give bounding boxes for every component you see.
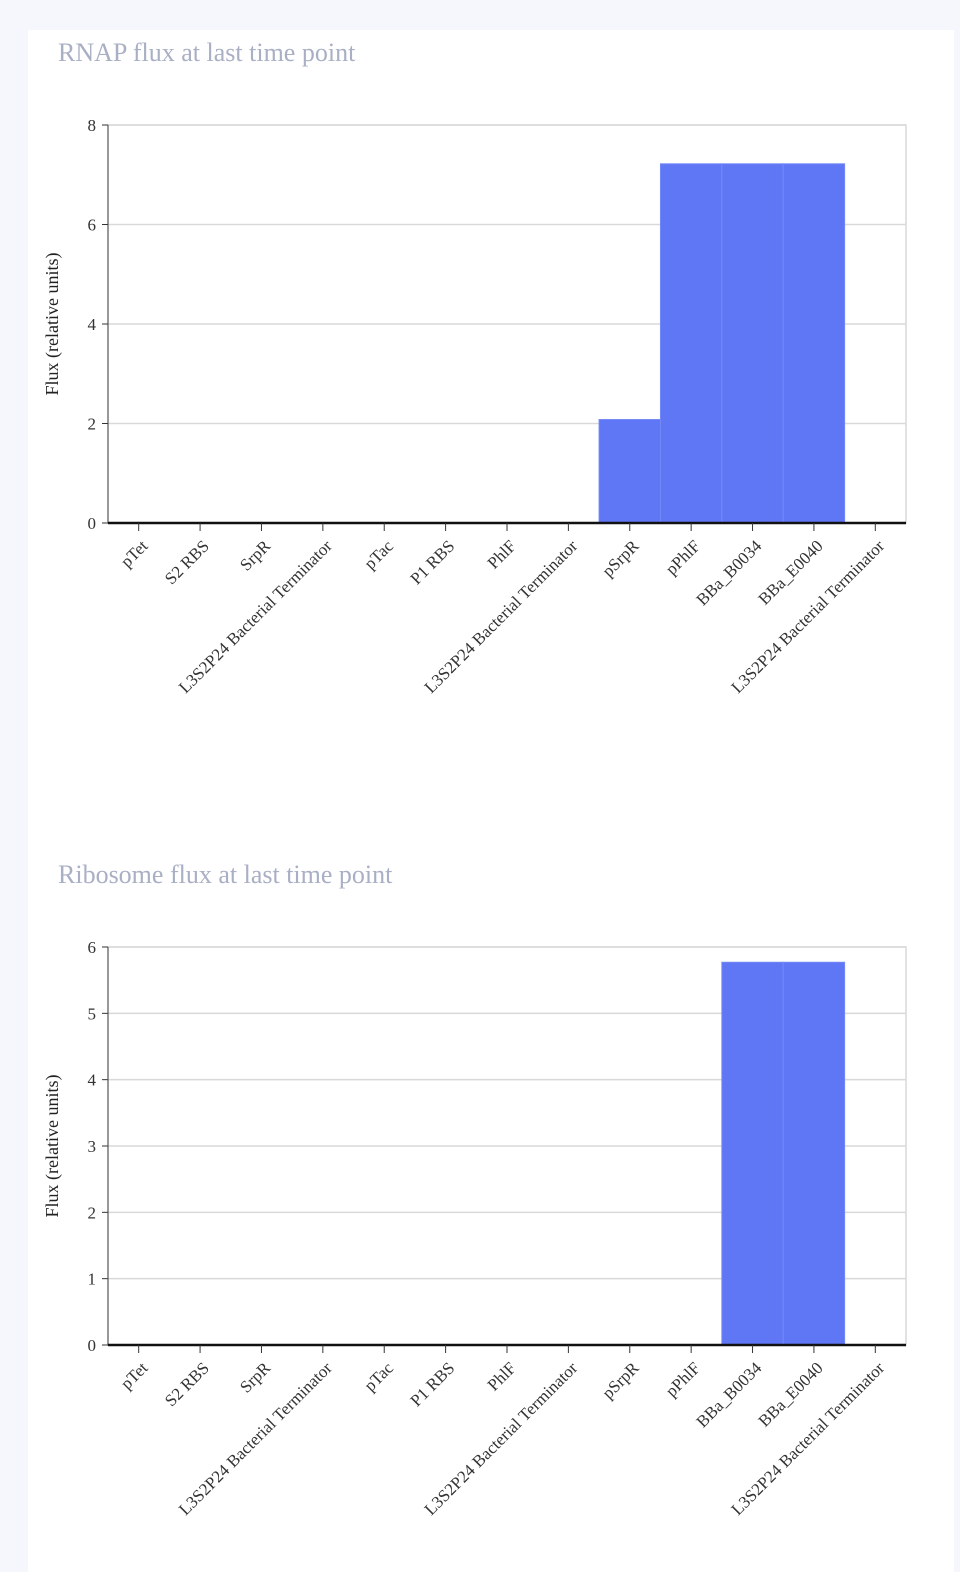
x-tick-label: SrpR [236,536,275,575]
y-tick-label: 4 [88,315,97,334]
x-tick-label: pSrpR [598,1358,643,1403]
x-tick-label: PhlF [484,1358,520,1394]
y-axis-label: Flux (relative units) [42,253,63,396]
bar [782,163,846,524]
chart-title: Ribosome flux at last time point [58,860,393,889]
bar [721,163,784,524]
y-tick-label: 1 [88,1270,97,1289]
charts-panel: RNAP flux at last time point 0 2 4 6 8 pTet S2… [28,30,954,1572]
y-tick-label: 0 [88,514,97,533]
x-tick-label: pTac [360,536,397,573]
y-tick-label: 4 [88,1071,97,1090]
y-tick-label: 2 [88,1203,97,1222]
y-axis-label: Flux (relative units) [42,1075,63,1218]
x-tick-label: S2 RBS [161,1358,213,1410]
y-tick-label: 6 [88,938,97,957]
x-tick-label: S2 RBS [161,536,213,588]
y-tick-label: 6 [88,216,97,235]
x-tick-label: pPhlF [662,1358,704,1400]
x-tick-label: PhlF [484,536,520,572]
x-tick-label: SrpR [236,1358,275,1397]
x-tick-label: pPhlF [662,536,704,578]
x-tick-label: pSrpR [598,536,643,581]
x-tick-label: BBa_B0034 [692,536,765,609]
y-tick-label: 8 [88,116,97,135]
bar [598,419,661,524]
bar [721,961,784,1346]
y-tick-label: 2 [88,415,97,434]
y-tick-label: 5 [88,1004,97,1023]
chart-title: RNAP flux at last time point [58,38,356,67]
x-tick-label: pTet [117,536,152,571]
x-tick-label: pTet [117,1358,152,1393]
y-tick-label: 3 [88,1137,97,1156]
y-tick-label: 0 [88,1336,97,1355]
bar [782,961,846,1346]
bar [659,163,723,524]
x-tick-label: BBa_B0034 [692,1358,765,1431]
x-tick-label: pTac [360,1358,397,1395]
x-tick-label: P1 RBS [407,1358,459,1410]
x-tick-label: P1 RBS [407,536,459,588]
